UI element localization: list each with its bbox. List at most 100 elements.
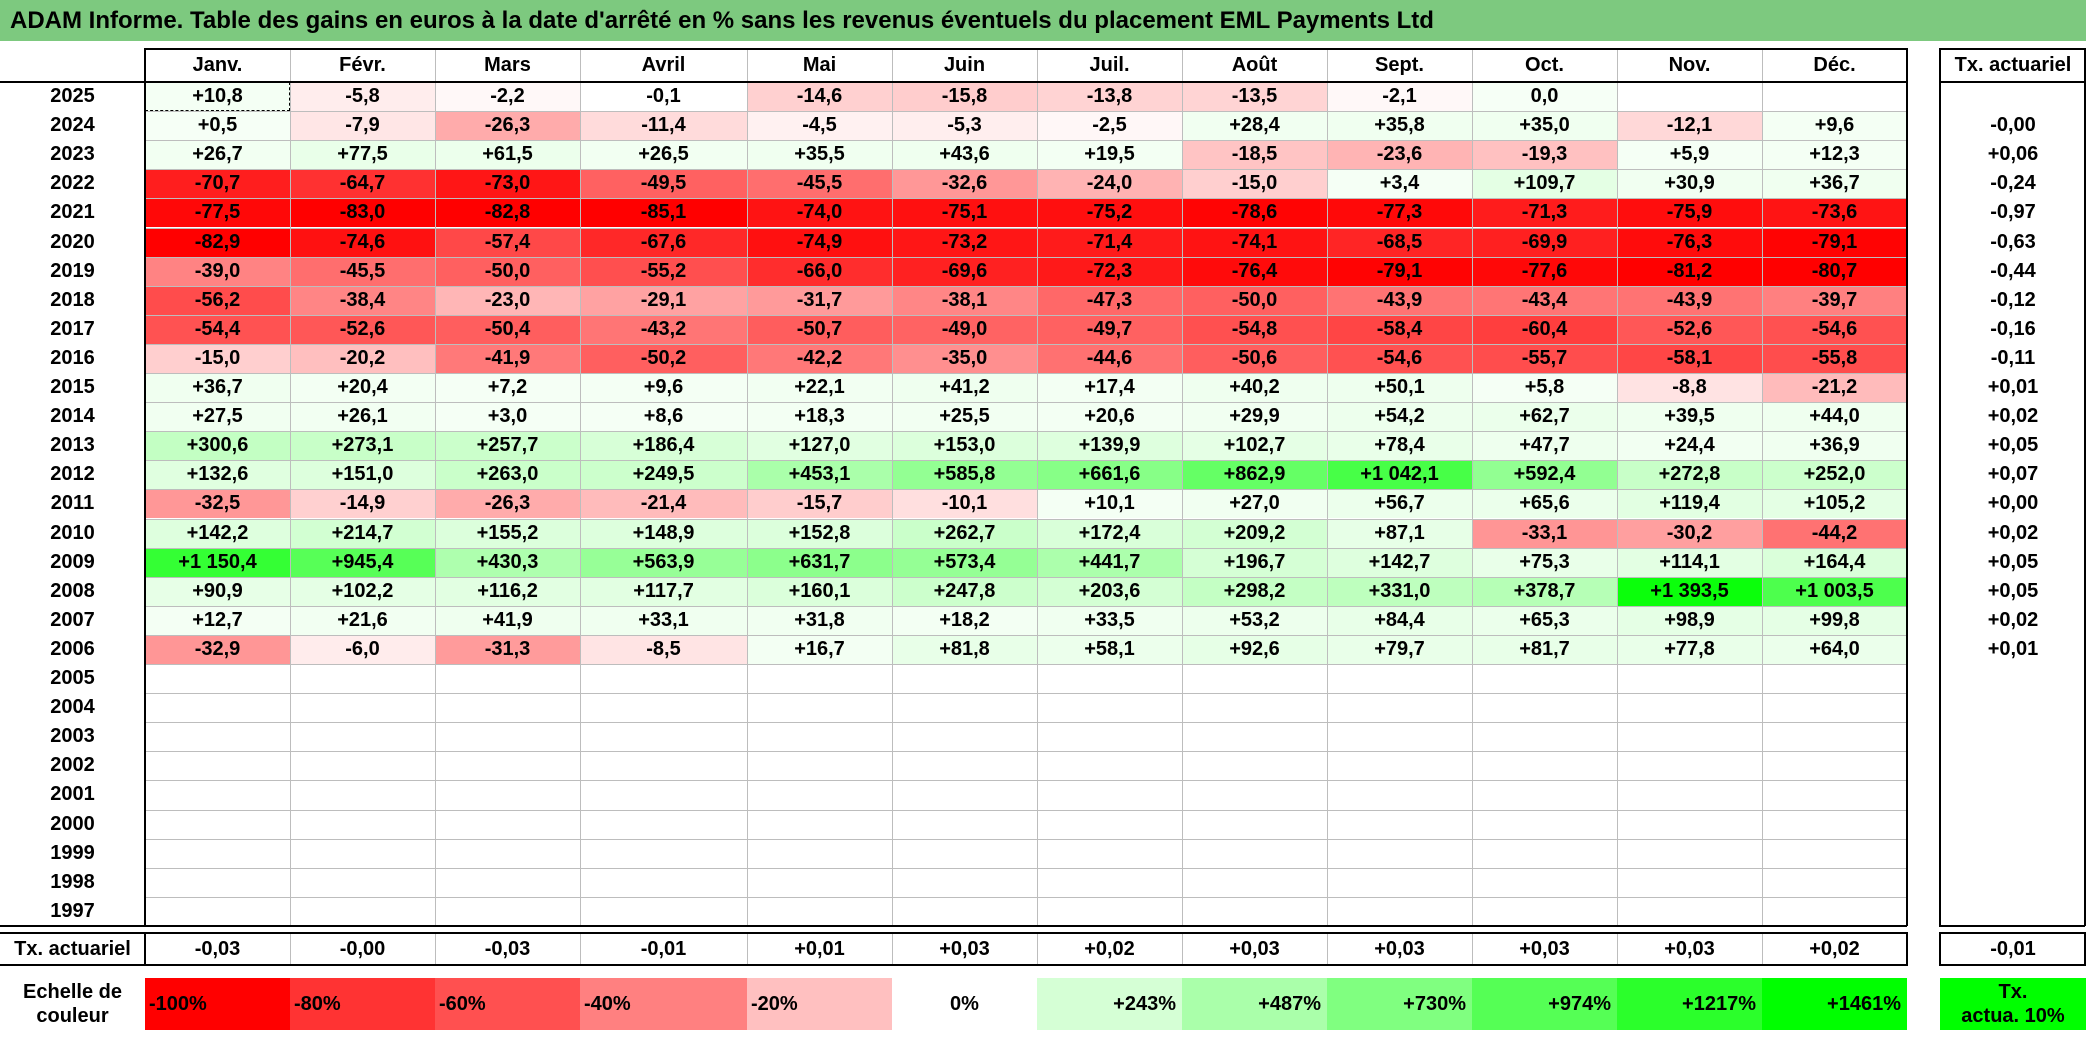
heatmap-cell: -31,3 (435, 634, 580, 664)
grid-line (145, 780, 1907, 782)
grid-line (892, 931, 893, 966)
grid-line (435, 931, 436, 966)
heatmap-cell: -41,9 (435, 343, 580, 373)
color-scale-swatch: +1461% (1762, 977, 1907, 1030)
heatmap-cell (435, 868, 580, 897)
heatmap-cell: +160,1 (747, 576, 892, 606)
heatmap-cell: +203,6 (1037, 576, 1182, 606)
grid-line (145, 285, 1907, 287)
grid-line (145, 693, 1907, 695)
heatmap-cell: +12,7 (145, 605, 290, 635)
heatmap-cell: -26,3 (435, 489, 580, 519)
heatmap-cell (1472, 751, 1617, 780)
heatmap-cell: +114,1 (1617, 547, 1762, 577)
heatmap-cell: +214,7 (290, 518, 435, 548)
heatmap-cell: -2,1 (1327, 82, 1472, 112)
heatmap-cell (1617, 780, 1762, 809)
year-label: 2020 (50, 230, 95, 253)
year-label: 1997 (50, 899, 95, 922)
heatmap-cell: -75,1 (892, 198, 1037, 228)
heatmap-cell: +631,7 (747, 547, 892, 577)
rate-value: +0,00 (1987, 492, 2039, 515)
rate-value: +0,01 (1987, 376, 2039, 398)
heatmap-cell: +78,4 (1327, 431, 1472, 461)
heatmap-cell (145, 693, 290, 722)
heatmap-cell (747, 693, 892, 722)
year-label: 2001 (50, 783, 95, 806)
heatmap-cell: -54,6 (1327, 343, 1472, 373)
grid-line (1762, 48, 1763, 926)
heatmap-cell: -39,0 (145, 256, 290, 286)
heatmap-cell: +54,2 (1327, 402, 1472, 432)
heatmap-cell: +378,7 (1472, 576, 1617, 606)
heatmap-cell: +148,9 (580, 518, 747, 548)
footer-border (2084, 931, 2086, 966)
color-scale-swatch: +1217% (1617, 977, 1762, 1030)
heatmap-cell: +9,6 (1762, 111, 1907, 141)
heatmap-cell: +573,4 (892, 547, 1037, 577)
rate-value: -0,24 (1990, 172, 2036, 195)
heatmap-cell (290, 693, 435, 722)
heatmap-cell (747, 839, 892, 868)
grid-line (145, 547, 1907, 549)
heatmap-cell (1327, 722, 1472, 751)
rate-scale-line2: actua. 10% (1961, 1004, 2065, 1027)
rate-top-border (1939, 48, 2085, 50)
heatmap-cell: -64,7 (290, 169, 435, 199)
heatmap-cell (290, 664, 435, 693)
heatmap-cell: -19,3 (1472, 140, 1617, 170)
heatmap-cell (290, 868, 435, 897)
heatmap-cell (892, 693, 1037, 722)
heatmap-cell: -70,7 (145, 169, 290, 199)
rate-value (1940, 810, 2086, 839)
heatmap-cell: -10,1 (892, 489, 1037, 519)
rate-value: -0,00 (1990, 114, 2036, 137)
month-header: Sept. (1375, 54, 1424, 76)
heatmap-cell: +43,6 (892, 140, 1037, 170)
heatmap-cell: +1 393,5 (1617, 576, 1762, 606)
heatmap-cell: +35,5 (747, 140, 892, 170)
page-title: ADAM Informe. Table des gains en euros à… (0, 0, 2086, 41)
color-scale-swatch: +974% (1472, 977, 1617, 1030)
heatmap-cell: -33,1 (1472, 518, 1617, 548)
heatmap-cell: +36,7 (145, 373, 290, 403)
year-label: 2015 (50, 376, 95, 398)
heatmap-cell: +257,7 (435, 431, 580, 461)
heatmap-cell: -50,4 (435, 314, 580, 344)
heatmap-cell (1762, 664, 1907, 693)
grid-line (1472, 48, 1473, 926)
heatmap-cell: -50,0 (1182, 285, 1327, 315)
heatmap-cell: -24,0 (1037, 169, 1182, 199)
heatmap-cell (892, 897, 1037, 926)
rate-value: +0,05 (1987, 579, 2039, 602)
heatmap-cell: -75,2 (1037, 198, 1182, 228)
heatmap-cell: -39,7 (1762, 285, 1907, 315)
heatmap-cell (580, 722, 747, 751)
heatmap-cell: -43,9 (1327, 285, 1472, 315)
heatmap-cell: -5,3 (892, 111, 1037, 141)
rate-value (1940, 897, 2086, 926)
heatmap-cell: +26,1 (290, 402, 435, 432)
rate-value (1940, 868, 2086, 897)
heatmap-cell: +453,1 (747, 460, 892, 490)
grid-line (580, 931, 581, 966)
heatmap-cell: -30,2 (1617, 518, 1762, 548)
heatmap-cell: +172,4 (1037, 518, 1182, 548)
footer-rate-value: -0,03 (484, 937, 531, 960)
heatmap-cell: -32,9 (145, 634, 290, 664)
heatmap-cell: +9,6 (580, 373, 747, 403)
heatmap-cell (290, 722, 435, 751)
heatmap-cell: -4,5 (747, 111, 892, 141)
heatmap-cell: -66,0 (747, 256, 892, 286)
heatmap-cell: +39,5 (1617, 402, 1762, 432)
heatmap-cell: -50,0 (435, 256, 580, 286)
heatmap-cell: -73,2 (892, 227, 1037, 257)
heatmap-cell: -38,4 (290, 285, 435, 315)
heatmap-cell: -52,6 (290, 314, 435, 344)
footer-rate-value: -0,03 (194, 937, 241, 960)
heatmap-cell: -21,4 (580, 489, 747, 519)
heatmap-cell (1037, 664, 1182, 693)
heatmap-cell: -29,1 (580, 285, 747, 315)
grid-line (145, 460, 1907, 462)
year-label: 2016 (50, 346, 95, 369)
